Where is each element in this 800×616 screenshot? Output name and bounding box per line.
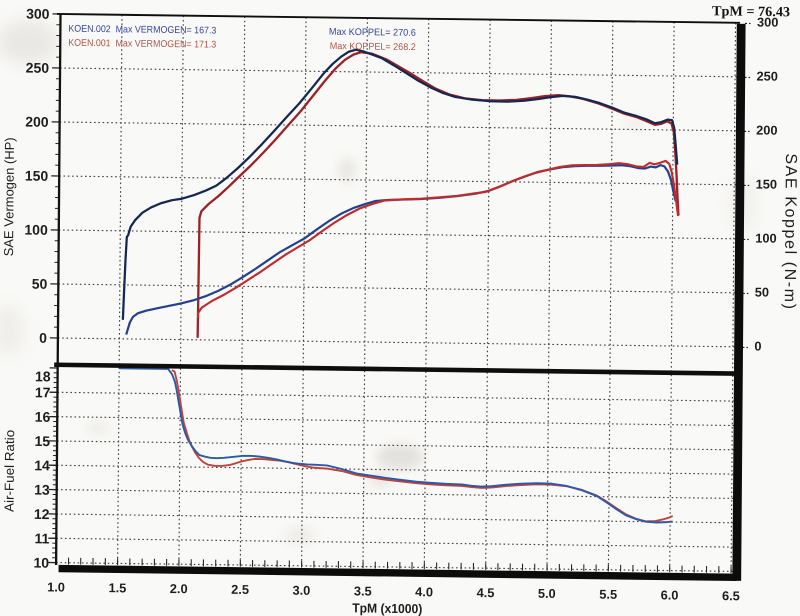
svg-text:5.0: 5.0 [538, 586, 556, 601]
svg-text:Max KOPPEL= 268.2: Max KOPPEL= 268.2 [330, 41, 416, 53]
svg-text:0: 0 [754, 338, 761, 353]
svg-text:SAE Koppel (N-m): SAE Koppel (N-m) [781, 153, 799, 310]
svg-text:3.0: 3.0 [292, 583, 310, 598]
svg-text:4.0: 4.0 [415, 584, 433, 599]
svg-text:150: 150 [756, 176, 777, 191]
svg-text:18: 18 [35, 368, 51, 384]
svg-text:13: 13 [34, 482, 50, 498]
svg-text:6.5: 6.5 [722, 588, 740, 603]
svg-text:0: 0 [39, 330, 47, 346]
svg-text:KOEN.002 Max VERMOGEN= 167.3: KOEN.002 Max VERMOGEN= 167.3 [68, 24, 216, 37]
svg-text:1.5: 1.5 [108, 580, 126, 595]
svg-text:300: 300 [26, 6, 50, 22]
svg-text:11: 11 [34, 530, 49, 546]
svg-text:250: 250 [26, 60, 50, 76]
svg-text:100: 100 [24, 222, 48, 238]
svg-text:15: 15 [34, 433, 50, 449]
svg-text:50: 50 [755, 284, 769, 299]
svg-text:SAE Vermogen (HP): SAE Vermogen (HP) [1, 137, 17, 256]
svg-text:10: 10 [33, 555, 49, 571]
svg-text:TpM = 76.43: TpM = 76.43 [712, 4, 790, 20]
svg-text:200: 200 [25, 114, 49, 130]
svg-text:1.0: 1.0 [47, 579, 65, 594]
svg-text:4.5: 4.5 [477, 585, 495, 600]
svg-text:50: 50 [32, 276, 48, 292]
svg-text:14: 14 [34, 457, 50, 473]
svg-text:6.0: 6.0 [661, 587, 679, 602]
svg-text:2.0: 2.0 [170, 581, 188, 596]
svg-text:12: 12 [34, 506, 50, 522]
svg-text:150: 150 [25, 168, 49, 184]
svg-text:200: 200 [756, 122, 777, 137]
svg-text:TpM (x1000): TpM (x1000) [352, 600, 422, 616]
svg-text:300: 300 [757, 14, 778, 29]
svg-text:250: 250 [757, 68, 778, 83]
svg-text:17: 17 [35, 384, 51, 400]
svg-text:3.5: 3.5 [354, 583, 372, 598]
svg-text:KOEN.001 Max VERMOGEN= 171.3: KOEN.001 Max VERMOGEN= 171.3 [68, 38, 216, 51]
svg-text:2.5: 2.5 [231, 582, 249, 597]
svg-text:16: 16 [35, 409, 51, 425]
svg-text:5.5: 5.5 [599, 587, 617, 602]
svg-text:Air-Fuel Ratio: Air-Fuel Ratio [2, 430, 18, 512]
svg-text:Max KOPPEL= 270.6: Max KOPPEL= 270.6 [329, 27, 416, 39]
svg-text:100: 100 [755, 230, 776, 245]
